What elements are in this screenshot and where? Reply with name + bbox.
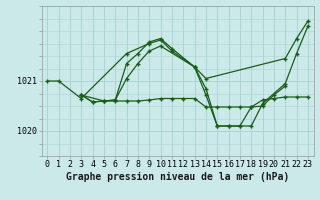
X-axis label: Graphe pression niveau de la mer (hPa): Graphe pression niveau de la mer (hPa) — [66, 172, 289, 182]
